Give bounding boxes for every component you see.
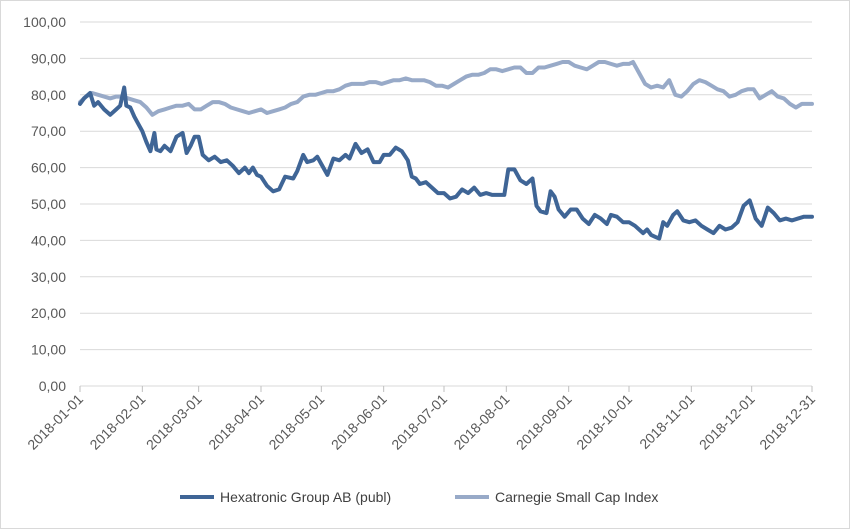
y-tick-label: 70,00 — [31, 123, 66, 139]
legend-label-carnegie: Carnegie Small Cap Index — [495, 489, 658, 505]
series-line-hexatronic — [78, 85, 814, 241]
x-tick-label: 2018-12-01 — [696, 391, 758, 453]
series-line-carnegie — [78, 60, 814, 117]
x-tick-label: 2018-11-01 — [636, 391, 697, 452]
x-tick-label: 2018-09-01 — [513, 391, 575, 453]
y-tick-label: 30,00 — [31, 269, 66, 285]
y-tick-label: 50,00 — [31, 196, 66, 212]
y-axis-ticks: 0,00 10,00 20,00 30,00 40,00 50,00 60,00 70,00 8… — [23, 14, 66, 394]
x-tick-label: 2018-06-01 — [328, 391, 390, 453]
y-tick-label: 100,00 — [23, 14, 66, 30]
y-tick-label: 10,00 — [31, 342, 66, 358]
y-tick-label: 0,00 — [39, 378, 66, 394]
y-tick-label: 20,00 — [31, 305, 66, 321]
y-tick-label: 60,00 — [31, 160, 66, 176]
y-tick-label: 80,00 — [31, 87, 66, 103]
x-tick-label: 2018-08-01 — [450, 391, 512, 453]
x-tick-label: 2018-04-01 — [205, 391, 267, 453]
x-tick-label: 2018-07-01 — [388, 391, 450, 453]
x-tick-label: 2018-05-01 — [265, 391, 327, 453]
series-layer — [78, 60, 814, 241]
x-tick-label: 2018-01-01 — [24, 391, 86, 453]
x-tick-label: 2018-10-01 — [573, 391, 635, 453]
y-tick-label: 90,00 — [31, 50, 66, 66]
x-tick-label: 2018-03-01 — [143, 391, 205, 453]
legend-label-hexatronic: Hexatronic Group AB (publ) — [220, 489, 391, 505]
legend: Hexatronic Group AB (publ) Carnegie Smal… — [180, 489, 658, 505]
x-tick-label: 2018-12-31 — [756, 391, 818, 453]
y-tick-label: 40,00 — [31, 232, 66, 248]
x-tick-label: 2018-02-01 — [87, 391, 149, 453]
gridlines — [80, 21, 812, 387]
